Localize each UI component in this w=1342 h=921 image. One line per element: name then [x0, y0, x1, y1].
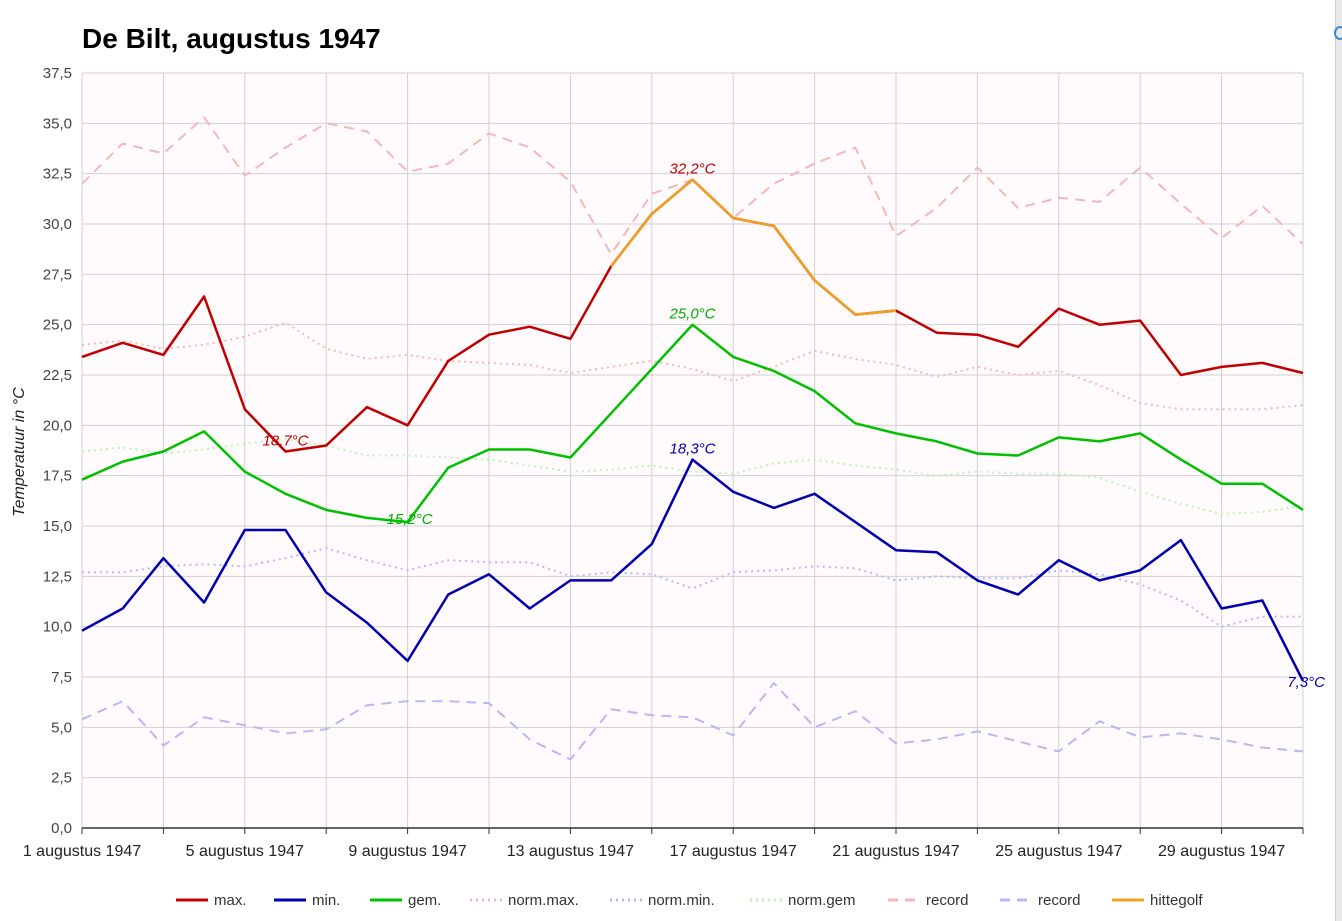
chart-title: De Bilt, augustus 1947: [82, 23, 381, 54]
y-tick-label: 15,0: [43, 518, 72, 535]
refresh-icon[interactable]: [1334, 26, 1342, 40]
x-tick-label: 29 augustus 1947: [1158, 843, 1285, 860]
y-tick-label: 30,0: [43, 216, 72, 233]
series-line-normmin-4: [82, 547, 1303, 628]
data-label: 15,2°C: [387, 511, 433, 528]
y-tick-label: 25,0: [43, 317, 72, 334]
x-tick-label: 13 augustus 1947: [507, 843, 634, 860]
x-tick-label: 21 augustus 1947: [832, 843, 959, 860]
y-tick-label: 32,5: [43, 166, 72, 183]
data-label: 25,0°C: [668, 306, 715, 323]
x-tick-label: 1 augustus 1947: [23, 843, 141, 860]
legend-label[interactable]: min.: [312, 892, 340, 909]
series-line-gem-2: [81, 323, 1304, 524]
series-line-min-1: [81, 458, 1305, 682]
x-tick-label: 25 augustus 1947: [995, 843, 1122, 860]
y-tick-label: 37,5: [43, 65, 72, 82]
y-axis-label: Temperatuur in °C: [11, 387, 28, 517]
y-tick-label: 12,5: [43, 568, 72, 585]
series-line-hittegolf-8: [610, 178, 897, 316]
data-label: 18,3°C: [669, 441, 715, 458]
series-line-normgem-5: [81, 438, 1304, 515]
y-tick-label: 0,0: [51, 820, 72, 837]
x-tick-label: 5 augustus 1947: [186, 843, 304, 860]
series-line-record-7: [81, 682, 1304, 761]
legend-label[interactable]: norm.gem: [788, 892, 856, 909]
data-label: 7,3°C: [1287, 674, 1325, 691]
legend-label[interactable]: norm.max.: [508, 892, 579, 909]
y-tick-label: 10,0: [43, 619, 72, 636]
y-tick-label: 35,0: [43, 115, 72, 132]
legend-label[interactable]: record: [1038, 892, 1081, 909]
y-tick-label: 17,5: [43, 468, 72, 485]
window-edge: [1334, 0, 1342, 921]
legend-label[interactable]: gem.: [408, 892, 441, 909]
legend-label[interactable]: hittegolf: [1150, 892, 1203, 909]
legend-label[interactable]: max.: [214, 892, 247, 909]
y-tick-label: 5,0: [51, 719, 72, 736]
data-label: 32,2°C: [669, 161, 715, 178]
data-label: 18,7°C: [262, 433, 308, 450]
y-tick-label: 2,5: [51, 770, 72, 787]
legend-label[interactable]: norm.min.: [648, 892, 715, 909]
legend-label[interactable]: record: [926, 892, 969, 909]
y-tick-label: 20,0: [43, 417, 72, 434]
y-tick-label: 22,5: [43, 367, 72, 384]
y-tick-label: 7,5: [51, 669, 72, 686]
x-tick-label: 17 augustus 1947: [670, 843, 797, 860]
x-tick-label: 9 augustus 1947: [348, 843, 466, 860]
y-tick-label: 27,5: [43, 266, 72, 283]
